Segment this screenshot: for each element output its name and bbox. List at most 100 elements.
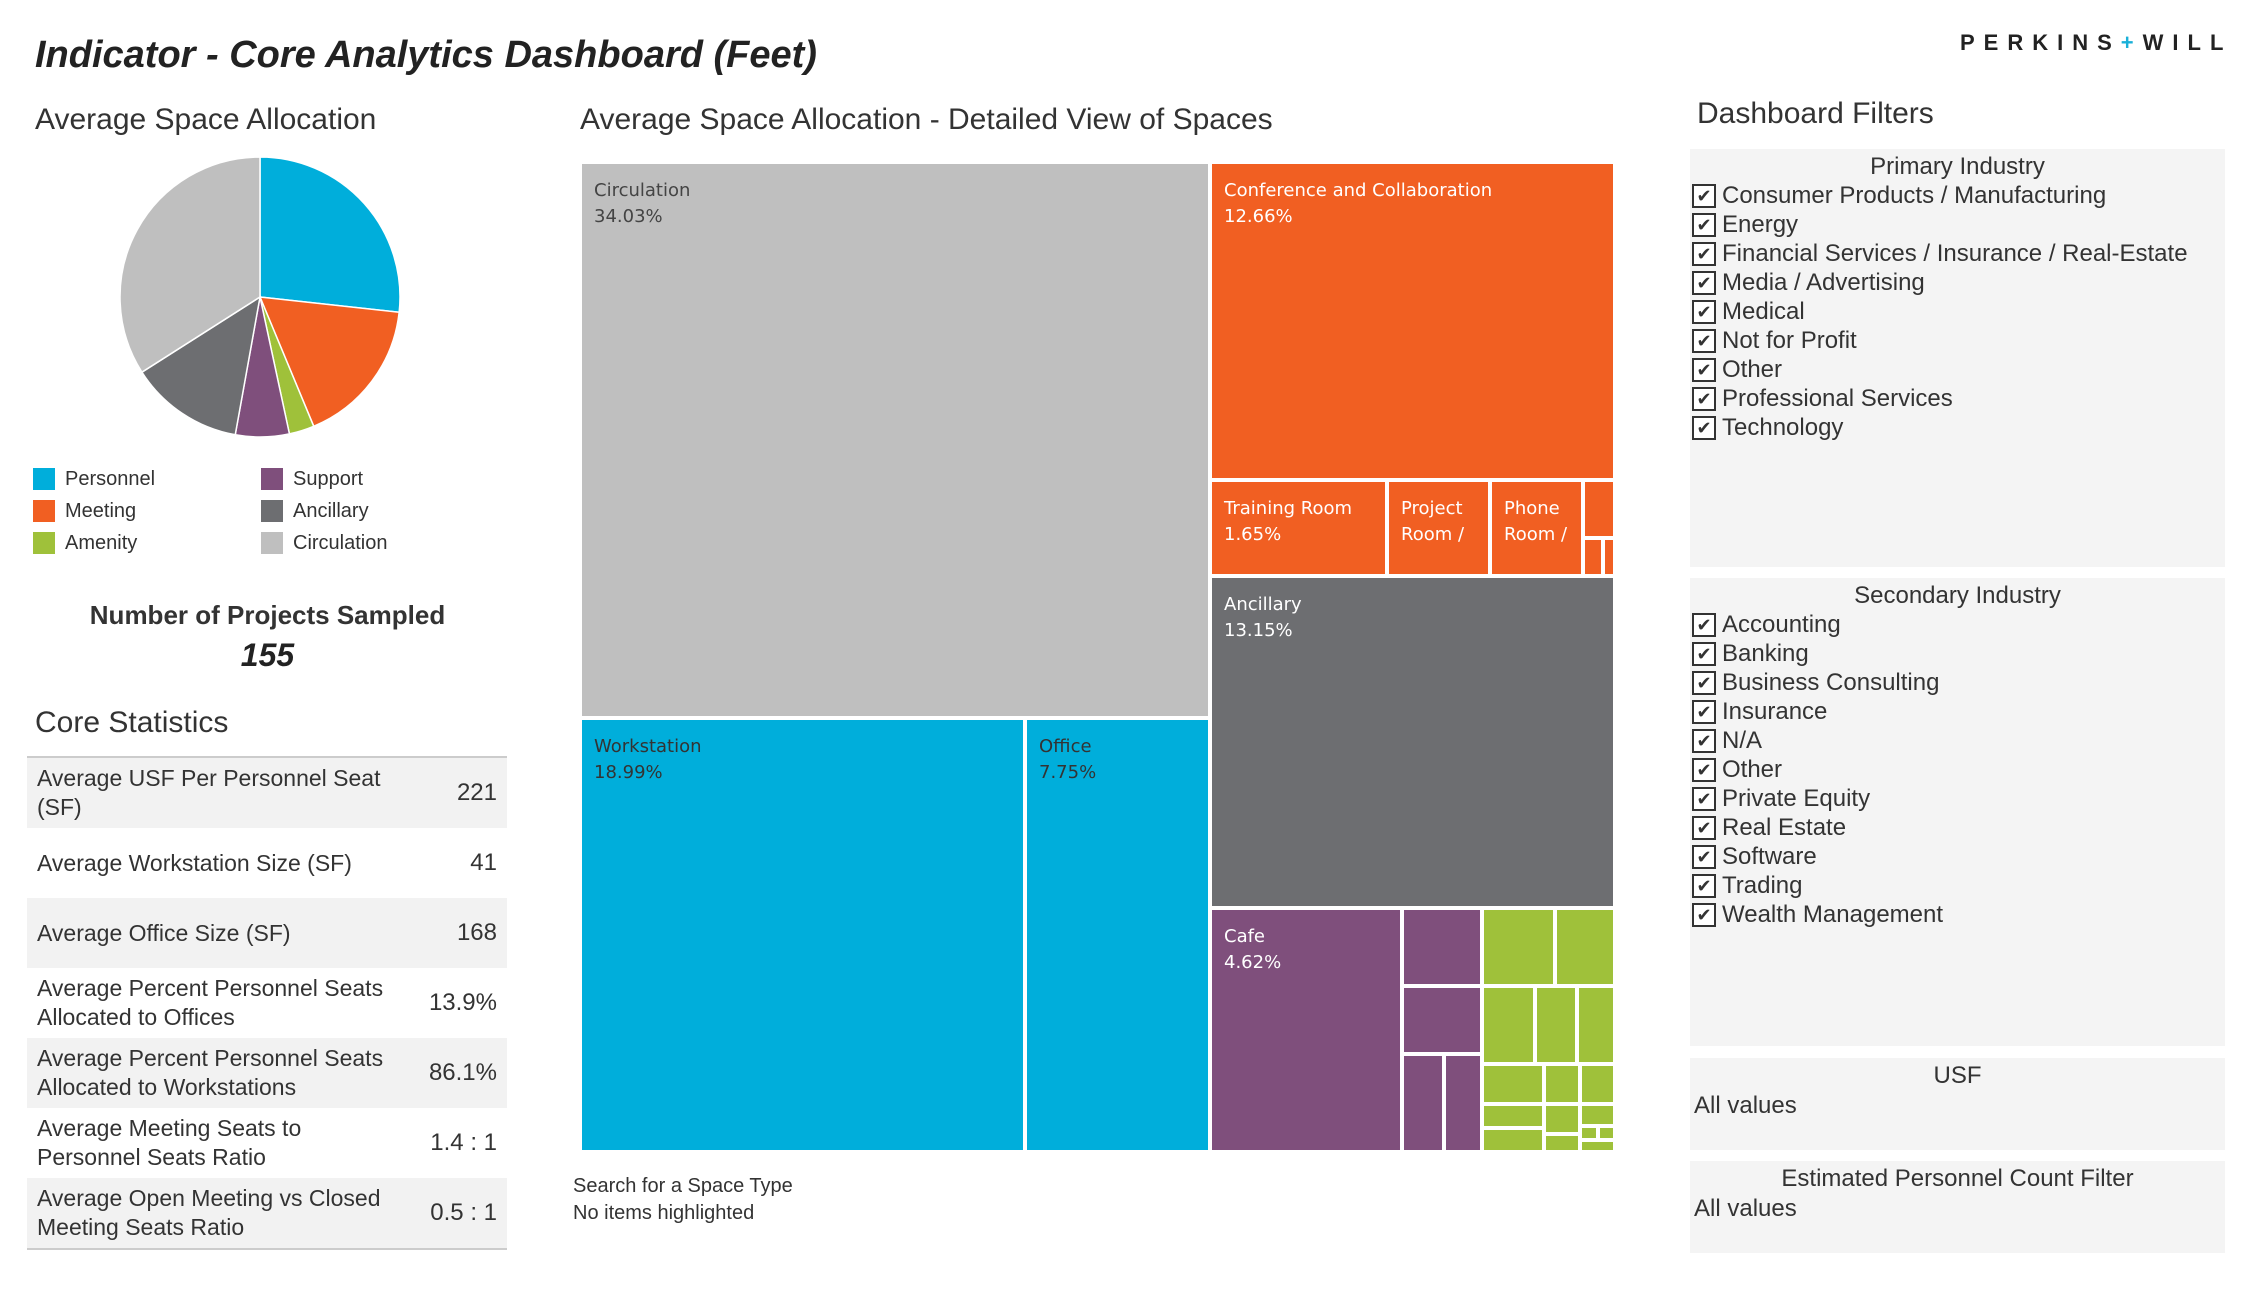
checkbox-checked-icon[interactable]: ✔	[1692, 386, 1716, 411]
tile-amenity-small[interactable]	[1580, 1104, 1615, 1126]
checkbox-checked-icon[interactable]: ✔	[1692, 415, 1716, 440]
tile-amenity-small[interactable]	[1577, 986, 1615, 1064]
stat-row: Average Percent Personnel Seats Allocate…	[27, 1038, 507, 1108]
tile-circulation[interactable]: Circulation 34.03%	[580, 162, 1210, 718]
checkbox-checked-icon[interactable]: ✔	[1692, 670, 1716, 695]
checkbox-checked-icon[interactable]: ✔	[1692, 299, 1716, 324]
tile-support-small[interactable]	[1402, 908, 1482, 986]
checkbox-checked-icon[interactable]: ✔	[1692, 328, 1716, 353]
tile-meeting-small[interactable]	[1583, 480, 1615, 538]
usf-filter[interactable]: USF All values	[1690, 1058, 2225, 1150]
checkbox-checked-icon[interactable]: ✔	[1692, 183, 1716, 208]
tile-amenity-small[interactable]	[1482, 908, 1555, 986]
pie-section-title: Average Space Allocation	[35, 103, 377, 136]
checkbox-checked-icon[interactable]: ✔	[1692, 786, 1716, 811]
legend-item-circulation[interactable]: Circulation	[261, 531, 441, 555]
tile-amenity-small[interactable]	[1580, 1140, 1615, 1152]
pie-slice-circulation[interactable]	[119, 156, 261, 374]
checkbox-checked-icon[interactable]: ✔	[1692, 815, 1716, 840]
tile-meeting-small[interactable]	[1583, 538, 1603, 576]
tile-label: Phone Room /	[1504, 496, 1572, 548]
primary-industry-option[interactable]: ✔ Not for Profit	[1690, 326, 2225, 355]
tile-training-room[interactable]: Training Room 1.65%	[1210, 480, 1387, 576]
tile-amenity-small[interactable]	[1482, 1128, 1544, 1152]
secondary-industry-option[interactable]: ✔ Private Equity	[1690, 784, 2225, 813]
pie-slice-personnel[interactable]	[259, 156, 401, 314]
primary-industry-option[interactable]: ✔ Medical	[1690, 297, 2225, 326]
legend-item-support[interactable]: Support	[261, 467, 441, 491]
primary-industry-option[interactable]: ✔ Professional Services	[1690, 384, 2225, 413]
tile-amenity-small[interactable]	[1580, 1064, 1615, 1104]
checkbox-checked-icon[interactable]: ✔	[1692, 844, 1716, 869]
tile-meeting-small[interactable]	[1603, 538, 1615, 576]
legend-item-meeting[interactable]: Meeting	[33, 499, 261, 523]
pie-slice-meeting[interactable]	[258, 296, 400, 428]
checkbox-checked-icon[interactable]: ✔	[1692, 699, 1716, 724]
secondary-industry-option[interactable]: ✔ Banking	[1690, 639, 2225, 668]
legend-label: Personnel	[65, 467, 156, 490]
tile-amenity-small[interactable]	[1580, 1126, 1598, 1140]
secondary-industry-option[interactable]: ✔ N/A	[1690, 726, 2225, 755]
checkbox-checked-icon[interactable]: ✔	[1692, 270, 1716, 295]
checkbox-checked-icon[interactable]: ✔	[1692, 641, 1716, 666]
tile-amenity-small[interactable]	[1544, 1064, 1580, 1104]
tile-cafe[interactable]: Cafe 4.62%	[1210, 908, 1402, 1152]
primary-industry-option[interactable]: ✔ Media / Advertising	[1690, 268, 2225, 297]
tile-amenity-small[interactable]	[1544, 1134, 1580, 1152]
legend-item-amenity[interactable]: Amenity	[33, 531, 261, 555]
secondary-industry-option[interactable]: ✔ Other	[1690, 755, 2225, 784]
checkbox-checked-icon[interactable]: ✔	[1692, 728, 1716, 753]
tile-amenity-small[interactable]	[1482, 986, 1535, 1064]
tile-amenity-small[interactable]	[1482, 1064, 1544, 1104]
personnel-count-filter-value[interactable]: All values	[1694, 1195, 1797, 1222]
stat-row: Average Office Size (SF) 168	[27, 898, 507, 968]
dashboard-title: Indicator - Core Analytics Dashboard (Fe…	[35, 34, 817, 76]
primary-industry-title: Primary Industry	[1870, 153, 2045, 180]
checkbox-checked-icon[interactable]: ✔	[1692, 357, 1716, 382]
tile-amenity-small[interactable]	[1555, 908, 1615, 986]
checkbox-checked-icon[interactable]: ✔	[1692, 612, 1716, 637]
tile-ancillary[interactable]: Ancillary 13.15%	[1210, 576, 1615, 908]
primary-industry-option[interactable]: ✔ Financial Services / Insurance / Real-E…	[1690, 239, 2225, 268]
primary-industry-option[interactable]: ✔ Energy	[1690, 210, 2225, 239]
tile-project-room[interactable]: Project Room /	[1387, 480, 1490, 576]
legend-swatch	[261, 532, 283, 554]
primary-industry-option-label: Not for Profit	[1722, 326, 1857, 354]
checkbox-checked-icon[interactable]: ✔	[1692, 241, 1716, 266]
space-type-search[interactable]: Search for a Space Type No items highlig…	[573, 1173, 793, 1227]
stat-row: Average USF Per Personnel Seat (SF) 221	[27, 758, 507, 828]
checkbox-checked-icon[interactable]: ✔	[1692, 873, 1716, 898]
personnel-count-filter-title: Estimated Personnel Count Filter	[1781, 1165, 2134, 1192]
primary-industry-option[interactable]: ✔ Technology	[1690, 413, 2225, 442]
stat-label: Average Percent Personnel Seats Allocate…	[37, 975, 384, 1030]
secondary-industry-option[interactable]: ✔ Trading	[1690, 871, 2225, 900]
secondary-industry-option[interactable]: ✔ Business Consulting	[1690, 668, 2225, 697]
checkbox-checked-icon[interactable]: ✔	[1692, 212, 1716, 237]
tile-amenity-small[interactable]	[1544, 1104, 1580, 1134]
checkbox-checked-icon[interactable]: ✔	[1692, 902, 1716, 927]
core-statistics-table: Average USF Per Personnel Seat (SF) 221 A…	[27, 756, 507, 1250]
tile-amenity-small[interactable]	[1535, 986, 1577, 1064]
legend-item-ancillary[interactable]: Ancillary	[261, 499, 441, 523]
pie-slice-ancillary[interactable]	[140, 295, 262, 436]
tile-office[interactable]: Office 7.75%	[1025, 718, 1210, 1152]
tile-support-small[interactable]	[1402, 1054, 1444, 1152]
tile-workstation[interactable]: Workstation 18.99%	[580, 718, 1025, 1152]
secondary-industry-option[interactable]: ✔ Software	[1690, 842, 2225, 871]
tile-phone-room[interactable]: Phone Room /	[1490, 480, 1583, 576]
primary-industry-option[interactable]: ✔ Other	[1690, 355, 2225, 384]
tile-support-small[interactable]	[1402, 986, 1482, 1054]
personnel-count-filter[interactable]: Estimated Personnel Count Filter All val…	[1690, 1161, 2225, 1253]
secondary-industry-option[interactable]: ✔ Real Estate	[1690, 813, 2225, 842]
usf-filter-value[interactable]: All values	[1694, 1092, 1797, 1119]
tile-conference-collaboration[interactable]: Conference and Collaboration 12.66%	[1210, 162, 1615, 480]
tile-amenity-small[interactable]	[1598, 1126, 1615, 1140]
tile-amenity-small[interactable]	[1482, 1104, 1544, 1128]
legend-item-personnel[interactable]: Personnel	[33, 467, 261, 491]
secondary-industry-option[interactable]: ✔ Accounting	[1690, 610, 2225, 639]
checkbox-checked-icon[interactable]: ✔	[1692, 757, 1716, 782]
tile-support-small[interactable]	[1444, 1054, 1482, 1152]
secondary-industry-option[interactable]: ✔ Insurance	[1690, 697, 2225, 726]
primary-industry-option[interactable]: ✔ Consumer Products / Manufacturing	[1690, 181, 2225, 210]
secondary-industry-option[interactable]: ✔ Wealth Management	[1690, 900, 2225, 929]
